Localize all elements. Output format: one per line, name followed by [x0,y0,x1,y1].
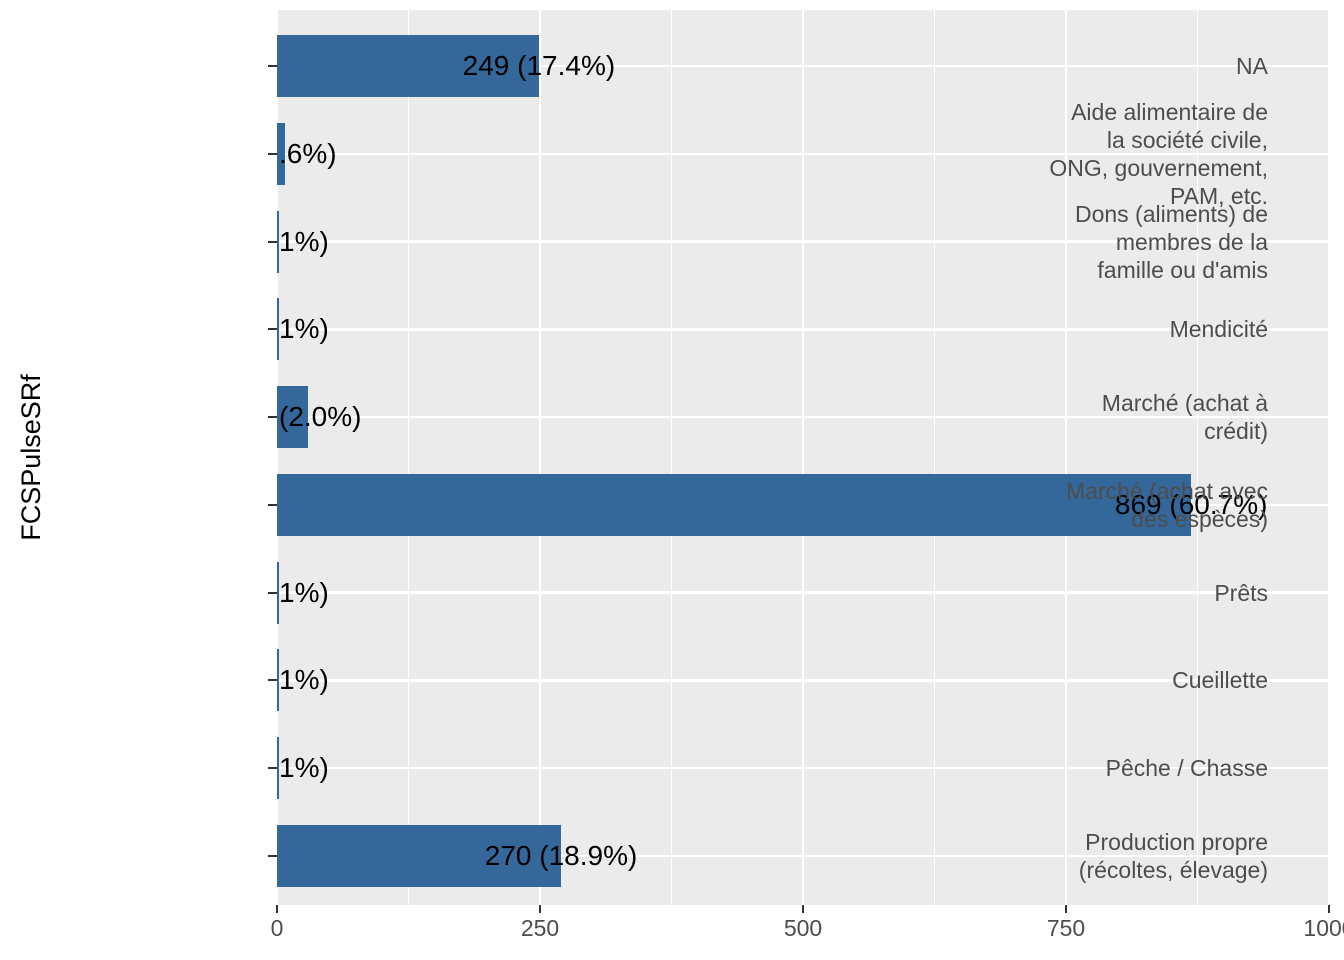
y-axis-category-label: Mendicité [1169,316,1268,343]
y-axis-tick [268,416,277,419]
x-axis-tick-label: 500 [783,915,823,941]
bar-value-label: 1%) [279,664,329,696]
bar-value-label: (2.0%) [279,401,362,433]
bar-value-label: 869 (60.7%) [1114,488,1268,520]
bar [277,35,539,97]
bar-value-label: 249 (17.4%) [462,50,616,81]
gridline-major-vertical [538,10,542,905]
gridline-minor-vertical [1196,10,1199,905]
x-axis-tick [1328,905,1330,913]
y-axis-category-label: NA [1236,53,1268,79]
bar [277,825,562,888]
y-axis-category-label: Marché (achat avec des espèces) [1066,477,1268,532]
bar [277,298,279,361]
x-axis-tick [1065,905,1067,913]
gridline-major-horizontal [277,64,1330,68]
bar-value-label: .6%) [279,137,337,169]
y-axis-title-wrap: FCSPulseSRf [2,10,60,905]
gridline-major-vertical [801,10,805,905]
gridline-major-horizontal [277,766,1330,770]
bar-value-label: 1%) [279,752,329,784]
bar [277,649,279,712]
x-axis-tick [802,905,804,913]
y-axis-tick [268,152,277,155]
gridline-major-horizontal [277,415,1330,419]
y-axis-category-label: Production propre (récoltes, élevage) [1078,829,1268,884]
bar-value-label: 1%) [279,225,329,257]
gridline-minor-vertical [933,10,936,905]
x-axis-tick-label: 250 [520,915,560,941]
x-axis-tick [276,905,278,913]
bar-value-label: 1%) [279,576,329,608]
bar [277,561,279,624]
y-axis-tick [268,767,277,770]
bar [277,122,286,185]
y-axis-tick [268,328,277,331]
gridline-major-vertical [1327,10,1330,905]
bar [277,386,308,449]
y-axis-tick [268,679,277,682]
gridline-major-horizontal [277,854,1330,858]
y-axis-category-label: Prêts [1214,579,1268,606]
y-axis-tick [268,591,277,594]
gridline-major-horizontal [277,152,1330,156]
y-axis-category-label: Pêche / Chasse [1105,755,1268,782]
x-axis-tick-label: 750 [1046,915,1086,941]
gridline-major-vertical [1064,10,1068,905]
x-axis-tick [539,905,541,913]
gridline-major-horizontal [277,240,1330,243]
bar-value-label: 270 (18.9%) [484,840,638,872]
y-axis-category-label: Dons (aliments) de membres de la famille o… [1074,200,1268,283]
y-axis-category-label: Aide alimentaire de la société civile, ONG… [1049,98,1268,209]
y-axis-tick [268,65,277,67]
y-axis-tick [268,240,277,243]
gridline-major-horizontal [277,591,1330,594]
y-axis-category-label: Marché (achat à crédit) [1101,390,1268,445]
bar [277,737,279,800]
y-axis-tick [268,855,277,858]
x-axis-tick-label: 0 [270,915,284,941]
gridline-major-horizontal [277,679,1330,682]
gridline-major-vertical [277,10,279,905]
y-axis-category-label: Cueillette [1172,667,1268,694]
gridline-minor-vertical [670,10,673,905]
plot-panel: 249 (17.4%) .6%) 1%) 1%) (2.0%) 869 (60.7%) 1%… [277,10,1330,905]
bar [277,473,1192,536]
gridline-minor-vertical [407,10,410,905]
bar-value-label: 1%) [279,313,329,345]
y-axis-title: FCSPulseSRf [15,374,46,541]
y-axis-tick [268,503,277,506]
bar [277,210,279,273]
x-axis-tick-label: 1000 [1303,915,1344,941]
gridline-major-horizontal [277,328,1330,331]
